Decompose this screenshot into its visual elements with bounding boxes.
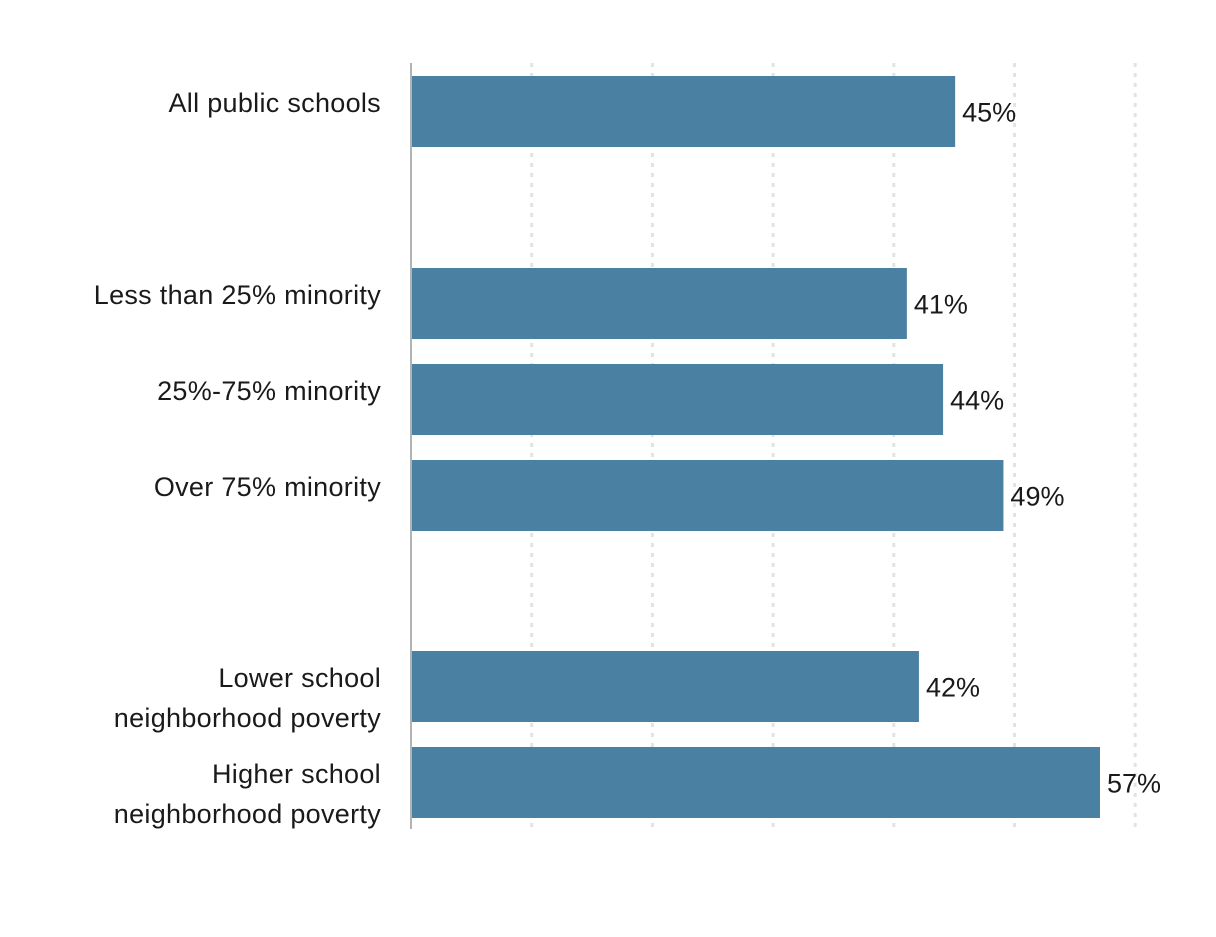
category-label: Less than 25% minority xyxy=(94,280,381,310)
category-label: Higher school xyxy=(212,759,381,789)
value-label: 41% xyxy=(914,290,968,320)
bar xyxy=(412,76,956,147)
value-label: 57% xyxy=(1107,769,1161,799)
bar xyxy=(412,364,944,435)
value-label: 49% xyxy=(1010,482,1064,512)
bar xyxy=(412,268,907,339)
value-label: 42% xyxy=(926,673,980,703)
bar xyxy=(412,460,1004,531)
category-labels: All public schools Less than 25% minority… xyxy=(94,88,381,829)
bars xyxy=(412,76,1100,818)
category-label: 25%-75% minority xyxy=(157,376,381,406)
value-label: 44% xyxy=(950,386,1004,416)
category-label: Over 75% minority xyxy=(154,472,381,502)
category-label: Lower school xyxy=(218,663,381,693)
gridlines xyxy=(530,63,1137,829)
value-label: 45% xyxy=(962,98,1016,128)
value-labels: 45% 41% 44% 49% 42% 57% xyxy=(914,98,1161,799)
category-label: neighborhood poverty xyxy=(114,703,381,733)
bar xyxy=(412,747,1100,818)
category-label: neighborhood poverty xyxy=(114,799,381,829)
category-label: All public schools xyxy=(168,88,381,118)
bar xyxy=(412,651,919,722)
